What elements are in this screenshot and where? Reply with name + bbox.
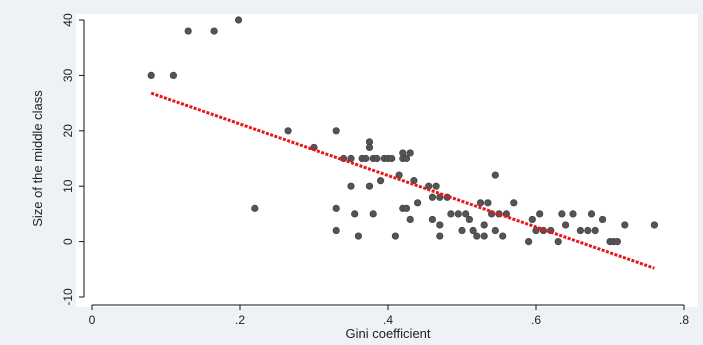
data-point <box>376 177 385 185</box>
data-point <box>436 221 444 229</box>
data-point <box>587 210 596 218</box>
data-point <box>234 16 243 24</box>
data-point <box>169 71 177 80</box>
x-tick-label: .4 <box>383 313 393 327</box>
data-point <box>406 149 414 157</box>
data-point <box>395 171 403 179</box>
data-point <box>650 221 659 229</box>
data-point <box>436 193 444 201</box>
data-point <box>447 210 455 218</box>
data-point <box>332 127 340 135</box>
data-point <box>591 226 599 235</box>
data-point <box>576 226 585 235</box>
data-point <box>524 238 533 246</box>
y-axis-title: Size of the middle class <box>30 90 45 227</box>
data-point <box>402 204 411 212</box>
y-tick-label: 0 <box>61 238 75 245</box>
data-point <box>428 193 436 201</box>
x-axis-title: Gini coefficient <box>345 326 430 341</box>
data-point <box>613 238 622 246</box>
y-tick-label: 10 <box>61 179 75 193</box>
data-point <box>332 226 340 235</box>
data-point <box>465 215 473 224</box>
x-ticks: 0 .2 .4 .6 .8 <box>89 305 689 327</box>
y-tick-label: 30 <box>61 68 75 82</box>
data-point <box>480 221 488 229</box>
data-point <box>354 232 362 240</box>
data-point <box>388 154 396 163</box>
data-point <box>473 232 481 240</box>
data-point <box>406 215 414 224</box>
data-point <box>210 27 218 35</box>
data-point <box>536 210 544 218</box>
data-point <box>554 238 562 246</box>
data-point <box>402 154 411 163</box>
data-point <box>413 199 422 207</box>
y-tick-label: -10 <box>61 288 75 306</box>
data-point <box>480 232 488 240</box>
data-point <box>147 71 155 80</box>
x-tick-label: .2 <box>235 313 245 327</box>
fitted-line <box>150 91 655 270</box>
data-point <box>510 199 518 207</box>
data-point <box>428 215 436 224</box>
data-point <box>373 154 381 163</box>
fitted-line-group <box>150 91 655 270</box>
data-point <box>432 182 440 190</box>
x-tick-label: .8 <box>679 313 689 327</box>
data-point <box>351 210 359 218</box>
data-point <box>347 182 355 190</box>
data-point <box>621 221 629 229</box>
data-point <box>491 171 499 179</box>
data-point <box>365 182 374 190</box>
data-point <box>369 210 377 218</box>
y-ticks: -10 0 10 20 30 40 <box>61 13 84 306</box>
data-point <box>528 215 536 224</box>
data-point <box>499 232 507 240</box>
data-point <box>251 204 259 212</box>
data-point <box>584 226 592 235</box>
data-point <box>436 232 444 240</box>
data-point <box>365 143 374 152</box>
data-point <box>561 221 570 229</box>
data-point <box>391 232 399 240</box>
data-point <box>462 210 470 218</box>
data-point <box>558 210 566 218</box>
data-point <box>458 226 466 235</box>
data-point <box>184 27 192 35</box>
data-point <box>476 199 485 207</box>
x-tick-label: .6 <box>531 313 541 327</box>
data-point <box>362 154 370 163</box>
data-point <box>410 177 418 185</box>
data-point <box>491 226 499 235</box>
data-point <box>332 204 340 212</box>
y-tick-label: 20 <box>61 124 75 138</box>
data-point <box>484 199 492 207</box>
scatter-points <box>147 16 659 246</box>
data-point <box>454 210 462 218</box>
data-point <box>598 215 607 224</box>
y-tick-label: 40 <box>61 13 75 27</box>
x-tick-label: 0 <box>89 313 96 327</box>
data-point <box>569 210 577 218</box>
data-point <box>347 154 355 163</box>
data-point <box>469 226 477 235</box>
data-point <box>284 127 292 135</box>
